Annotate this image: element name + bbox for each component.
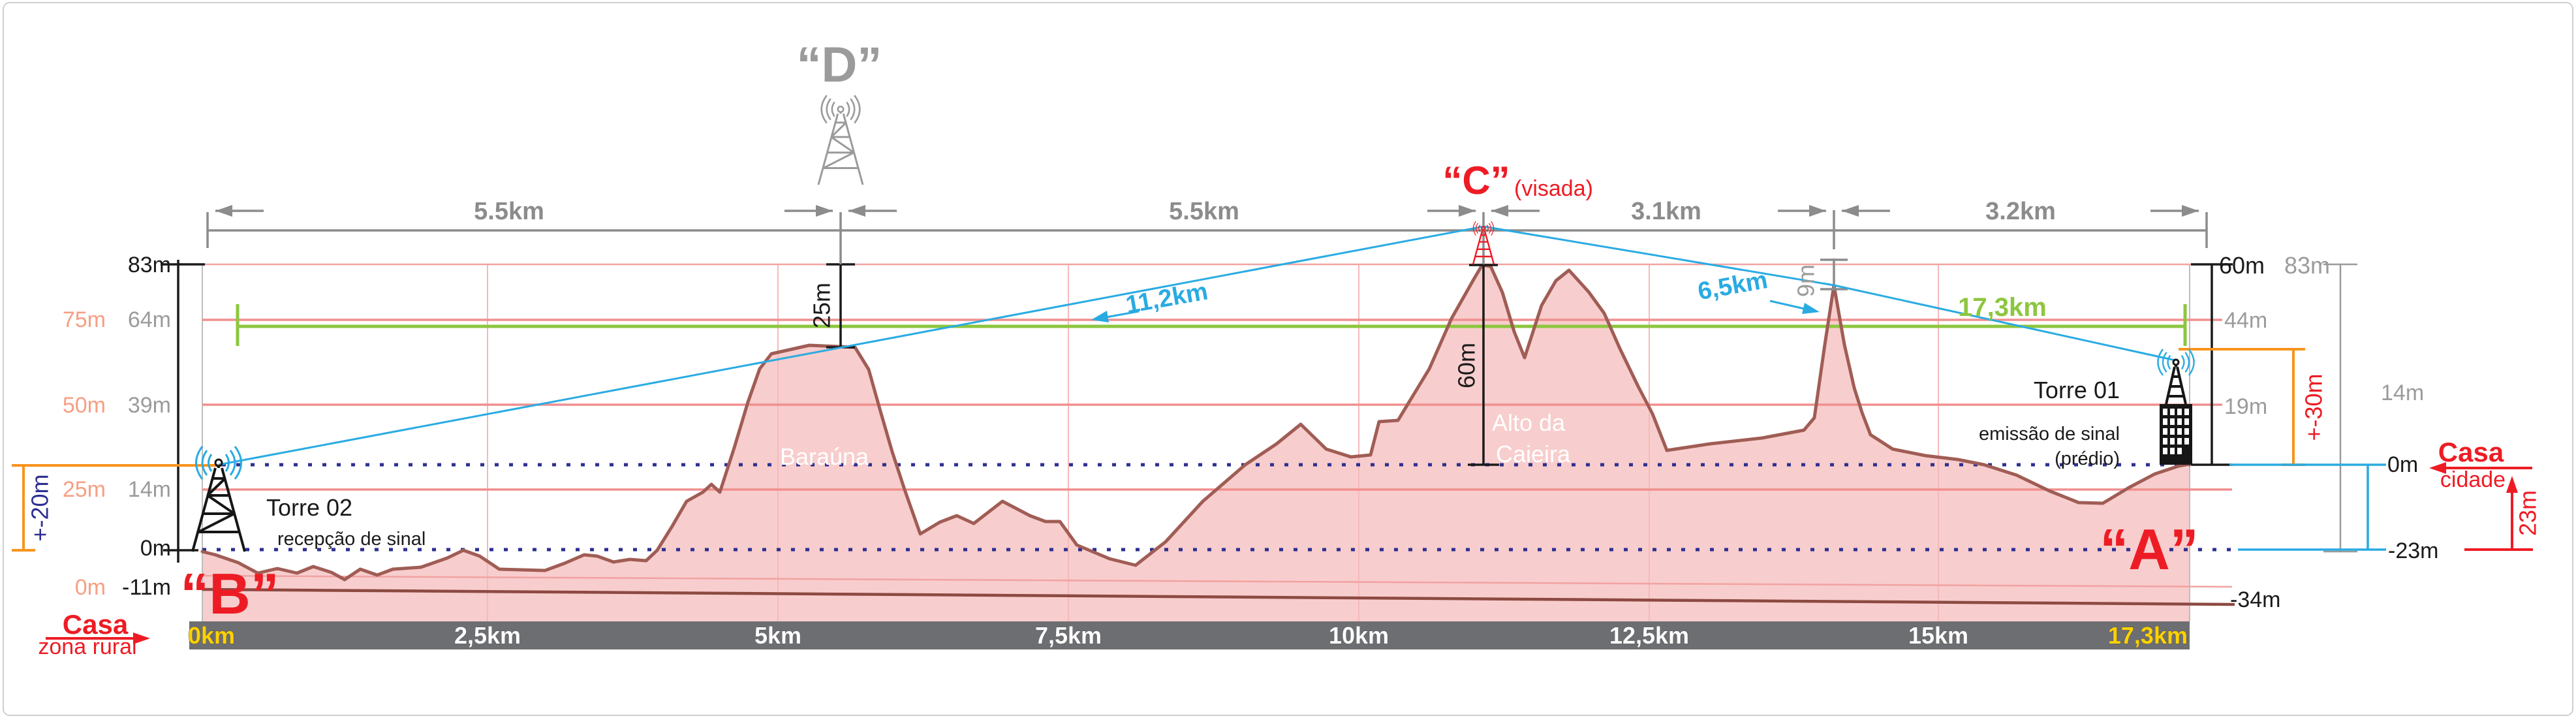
line-of-sight <box>218 225 2176 466</box>
measure-25m-label: 25m <box>809 283 835 328</box>
peak-barauna-label: Baraúna <box>780 443 869 470</box>
km-label-15: 15km <box>1908 622 1968 649</box>
measure-60m-label: 60m <box>1453 343 1480 388</box>
km-label-17-3: 17,3km <box>2108 622 2188 649</box>
measure-20m-torre02 <box>12 464 222 552</box>
torre01-subtitle: emissão de sinal <box>1979 424 2120 445</box>
baseline-minus11m <box>202 587 2235 606</box>
link-17-3km-label: 17,3km <box>1958 293 2047 322</box>
casa-rural-label: Casa <box>63 609 129 640</box>
casa-cidade-sublabel: cidade <box>2440 467 2506 492</box>
axis-left-minus11m: -11m <box>122 575 171 600</box>
sight-11-2km-arrowhead-icon <box>1091 311 1109 322</box>
torre02-title: Torre 02 <box>266 494 352 521</box>
axis-right-0m: 0m <box>2387 452 2418 477</box>
dim-label-2: 3.1km <box>1631 198 1701 225</box>
km-label-0: 0km <box>188 622 235 649</box>
dim-label-3: 3.2km <box>1985 198 2056 225</box>
km-label-12-5: 12,5km <box>1609 622 1689 649</box>
measure-60m-caieira <box>1468 264 1499 466</box>
casa-rural-arrowhead-icon <box>133 632 150 644</box>
torre-02-signal-icon <box>195 446 242 480</box>
measure-30m-torre01 <box>2179 348 2305 466</box>
measure-gray-right <box>2323 263 2357 553</box>
torre01-title: Torre 01 <box>2034 377 2120 403</box>
measure-9m-label: 9m <box>1793 264 1820 297</box>
axis-left-0m: 0m <box>140 536 171 561</box>
axis-right-44m: 44m <box>2224 308 2267 333</box>
dim-label-1: 5.5km <box>1169 198 1239 225</box>
axis-left-39m: 39m <box>128 393 171 418</box>
measure-23m-label: 23m <box>2515 490 2541 536</box>
axis-right-19m: 19m <box>2224 394 2267 419</box>
axis-left-64m: 64m <box>128 307 171 332</box>
link-line-end-ticks <box>236 304 2187 346</box>
axis-left-50m: 50m <box>63 393 106 418</box>
peak-alto-da-label: Alto da <box>1492 409 1566 436</box>
torre-01-icon <box>2157 349 2195 465</box>
station-c-label: “C” <box>1442 159 1510 202</box>
casa-cidade-label: Casa <box>2438 437 2504 467</box>
city-23m-arrowhead-icon <box>2506 476 2518 493</box>
sight-6-5km-label: 6,5km <box>1696 266 1769 305</box>
measure-20m-label: +-20m <box>27 474 54 541</box>
measure-60m-torre01 <box>2191 263 2233 466</box>
km-label-2-5: 2,5km <box>454 622 521 649</box>
km-label-5: 5km <box>754 622 801 649</box>
station-a-label: “A” <box>2100 517 2199 582</box>
vertical-gridlines <box>487 264 1939 621</box>
sight-11-2km-label: 11,2km <box>1124 277 1210 319</box>
city-reference-lines <box>2229 463 2386 551</box>
km-label-7-5: 7,5km <box>1035 622 1102 649</box>
axis-right-83m: 83m <box>2284 252 2330 279</box>
tower-d-icon <box>817 95 864 185</box>
station-c-visada-label: (visada) <box>1514 176 1593 201</box>
casa-rural-sublabel: zona rural <box>38 634 136 659</box>
sight-6-5km-arrowhead-icon <box>1802 303 1820 314</box>
tower-c-signal-icon <box>1472 221 1495 236</box>
station-d-label: “D” <box>797 37 882 93</box>
axis-right-minus34m: -34m <box>2230 587 2280 612</box>
peak-caieira-label: Caieira <box>1496 441 1571 467</box>
gridline-rural-zero <box>202 574 2233 588</box>
dimension-ticks <box>206 210 2208 264</box>
axis-left-25m: 25m <box>63 477 106 502</box>
torre-02-icon <box>191 446 246 552</box>
dim-label-0: 5.5km <box>474 198 544 225</box>
axis-right-minus23m: -23m <box>2388 538 2438 563</box>
km-label-10: 10km <box>1329 622 1389 649</box>
axis-right-60m: 60m <box>2219 252 2265 279</box>
tower-c-icon <box>1472 221 1495 265</box>
axis-left-83m: 83m <box>128 253 171 277</box>
axis-right-14m: 14m <box>2381 381 2424 405</box>
axis-left-75m: 75m <box>63 307 106 332</box>
torre-01-signal-icon <box>2157 349 2195 376</box>
measure-30m-label: +-30m <box>2301 373 2327 441</box>
axis-left-14m: 14m <box>128 477 171 502</box>
torre01-subtitle2: (prédio) <box>2055 448 2120 469</box>
torre02-subtitle: recepção de sinal <box>277 529 426 550</box>
distance-bar <box>189 621 2190 649</box>
station-b-label: “B” <box>180 561 279 626</box>
casa-cidade-arrowhead-icon <box>2429 462 2446 474</box>
axis-left-rural-0m: 0m <box>75 575 106 600</box>
terrain-outline <box>200 263 2192 582</box>
tower-d-signal-icon <box>820 95 861 124</box>
terrain-fill <box>202 265 2190 621</box>
page-border <box>3 2 2573 716</box>
